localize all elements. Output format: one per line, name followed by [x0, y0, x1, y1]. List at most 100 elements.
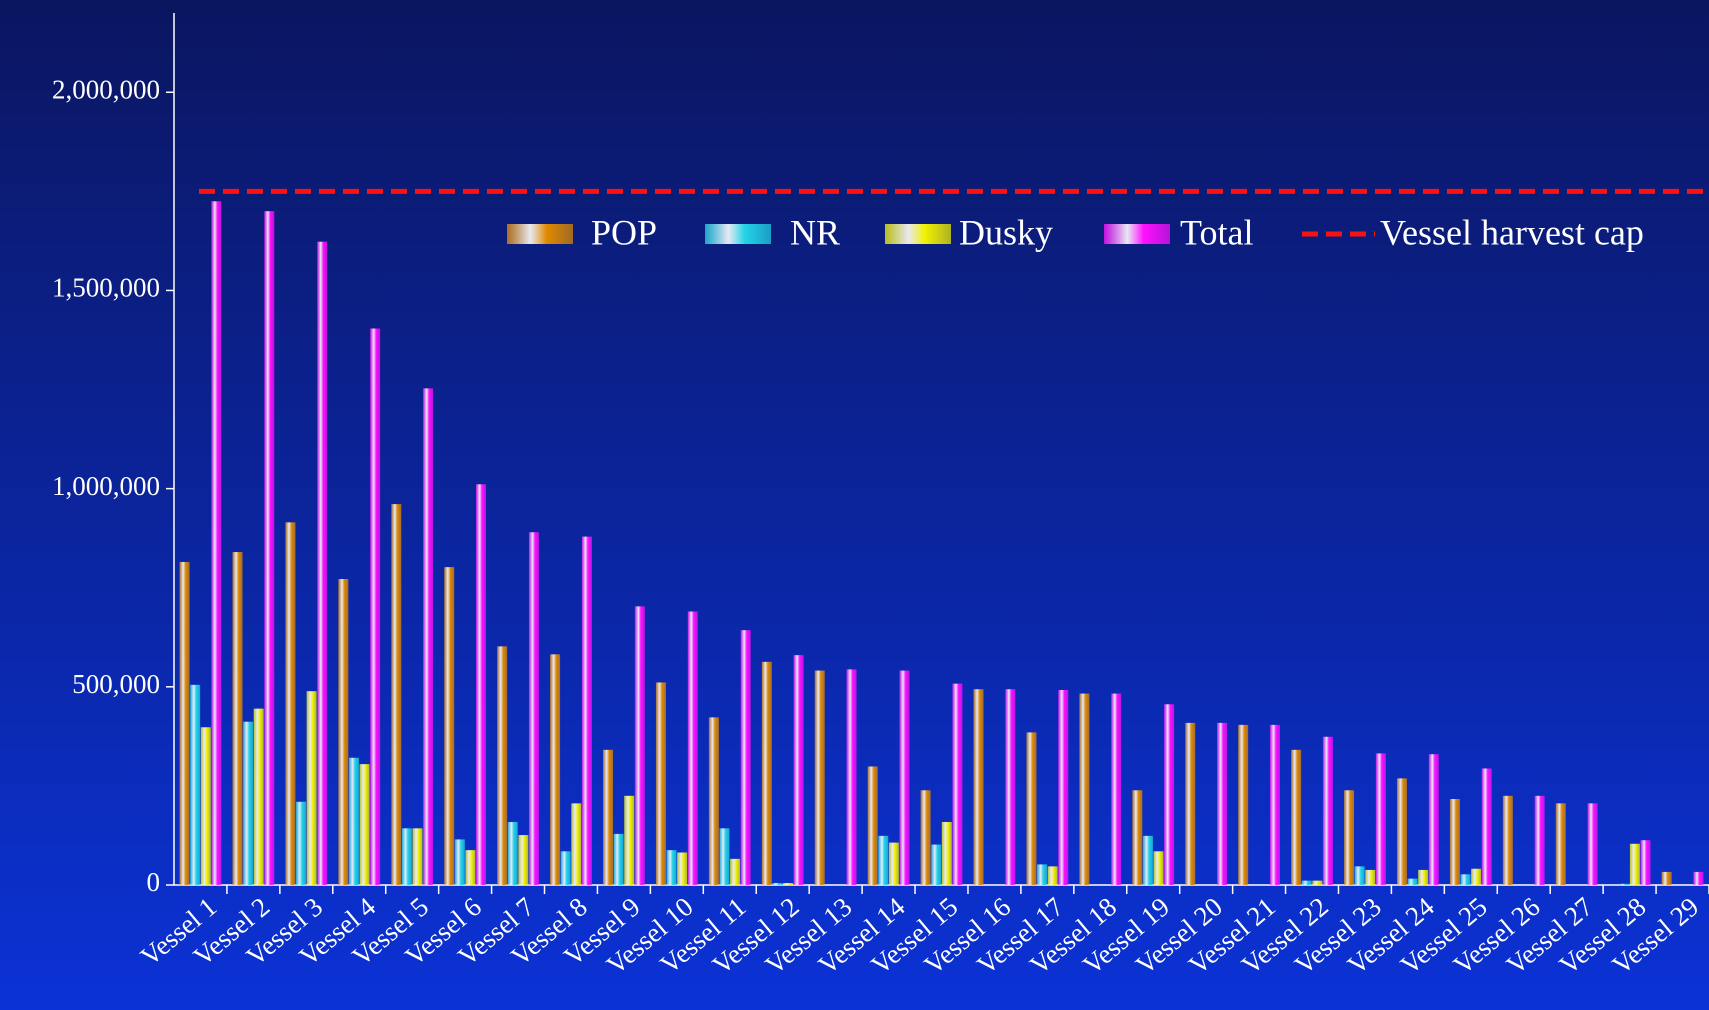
- bar: [306, 691, 317, 885]
- bar: [454, 839, 465, 885]
- bar: [1185, 722, 1196, 885]
- bar: [1291, 749, 1302, 885]
- bar: [1142, 835, 1153, 885]
- bar: [264, 211, 275, 885]
- bar: [1640, 840, 1651, 885]
- bar: [1164, 704, 1175, 885]
- bar: [1322, 736, 1333, 885]
- bar: [412, 828, 423, 885]
- bar: [232, 552, 243, 885]
- bar: [878, 835, 889, 885]
- bar: [444, 567, 455, 885]
- bar: [740, 630, 751, 885]
- bar: [1693, 871, 1704, 885]
- bar: [1132, 790, 1143, 885]
- bar: [1037, 864, 1048, 885]
- bar: [1418, 869, 1429, 885]
- bar: [1153, 851, 1164, 885]
- bar: [1661, 871, 1672, 885]
- bar: [677, 852, 688, 885]
- bar: [1217, 722, 1228, 885]
- legend-label: POP: [591, 212, 657, 252]
- bar: [1301, 880, 1312, 885]
- bar: [1111, 693, 1122, 885]
- bar: [1481, 768, 1492, 885]
- bar: [211, 201, 222, 886]
- bar: [613, 833, 624, 885]
- bar: [581, 536, 592, 885]
- bar: [423, 388, 434, 885]
- bar: [285, 522, 296, 885]
- bar: [518, 835, 529, 885]
- bar: [370, 328, 381, 885]
- bar: [867, 766, 878, 885]
- bar: [253, 708, 264, 885]
- bar: [190, 684, 201, 885]
- bar: [814, 670, 825, 885]
- bar: [465, 850, 476, 885]
- bar: [1344, 790, 1355, 885]
- bar: [1058, 689, 1069, 885]
- bar: [973, 689, 984, 885]
- bar: [391, 504, 402, 885]
- bar: [1079, 693, 1090, 885]
- bar: [1005, 689, 1016, 885]
- bar: [1629, 843, 1640, 885]
- bar: [846, 669, 857, 885]
- bar: [497, 646, 508, 885]
- bar: [666, 850, 677, 885]
- bar: [1534, 795, 1545, 885]
- y-tick-label: 0: [147, 867, 161, 897]
- bar: [708, 717, 719, 885]
- bar: [1428, 754, 1439, 885]
- bar: [317, 241, 328, 886]
- bar: [348, 757, 359, 885]
- bar: [1471, 868, 1482, 885]
- bar: [359, 764, 370, 885]
- bar: [476, 484, 487, 885]
- bar: [1502, 795, 1513, 885]
- bar: [243, 721, 254, 885]
- bar: [560, 851, 571, 885]
- bar: [1312, 880, 1323, 885]
- legend-swatch: [885, 224, 951, 244]
- bar: [1238, 724, 1249, 885]
- bar: [1354, 866, 1365, 885]
- y-tick-label: 500,000: [72, 669, 160, 699]
- bar: [624, 795, 635, 885]
- bar: [1619, 883, 1630, 885]
- bar: [1365, 869, 1376, 885]
- bar: [931, 844, 942, 885]
- legend-label: NR: [790, 212, 840, 252]
- bar: [655, 682, 666, 885]
- bar: [772, 883, 783, 885]
- bar: [571, 803, 582, 885]
- bar: [719, 828, 730, 885]
- legend-label: Total: [1180, 212, 1253, 252]
- bar: [200, 727, 211, 885]
- bar: [920, 790, 931, 885]
- legend-swatch: [1104, 224, 1170, 244]
- bar: [296, 801, 307, 885]
- bar: [1026, 732, 1037, 885]
- bar: [1587, 803, 1598, 885]
- bar: [687, 611, 698, 885]
- bar: [1407, 878, 1418, 885]
- bar: [1555, 803, 1566, 885]
- bar: [1396, 778, 1407, 885]
- y-tick-label: 1,500,000: [52, 273, 160, 303]
- bar: [634, 606, 645, 885]
- bar: [1460, 874, 1471, 885]
- legend-swatch: [705, 224, 771, 244]
- bar: [550, 654, 561, 885]
- bar: [507, 821, 518, 885]
- bar: [179, 561, 190, 885]
- bar: [952, 683, 963, 885]
- bar: [941, 821, 952, 885]
- bar: [888, 842, 899, 885]
- bar: [793, 655, 804, 885]
- y-tick-label: 2,000,000: [52, 74, 160, 104]
- bar: [401, 828, 412, 885]
- bar: [1375, 753, 1386, 885]
- legend-label: Dusky: [959, 212, 1053, 252]
